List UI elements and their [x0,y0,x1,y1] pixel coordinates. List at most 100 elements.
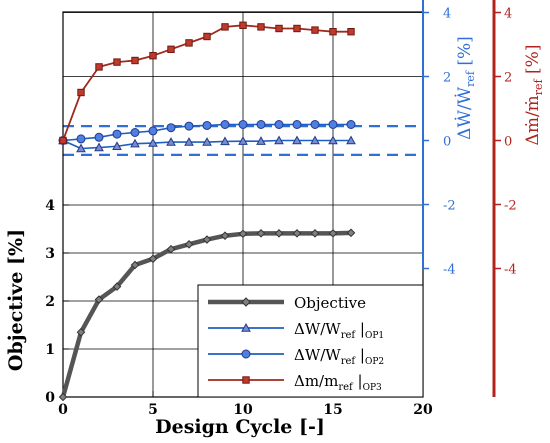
y-axis-label-objective: Objective [%] [5,229,27,371]
data-point-objective [184,240,194,249]
y-tick-label-objective: 2 [45,294,55,310]
data-point-op1 [94,142,104,152]
data-point-op2 [328,120,338,129]
work-axis-label: ΔẆ/Ẇref [%] [454,36,477,140]
data-point-op2 [184,121,194,131]
data-point-op1 [166,137,176,146]
data-point-op1 [130,138,140,148]
data-point-objective [202,235,212,244]
data-point-op3 [329,28,337,36]
data-point-op1 [148,138,158,147]
data-point-op3 [149,52,157,60]
data-point-objective [148,254,158,264]
data-point-op3 [293,24,301,33]
x-tick-label: 5 [148,402,158,418]
work-axis-tick-label: -4 [443,263,456,278]
data-point-op1 [256,136,266,145]
work-axis-tick-label: 2 [443,71,451,86]
data-point-op2 [112,129,122,139]
data-point-objective [112,282,122,291]
mass-axis-tick-label: 4 [504,7,512,22]
mass-axis-tick-label: -2 [504,199,517,214]
data-point-objective [130,260,140,270]
legend-swatch-marker-op3 [242,376,250,384]
legend-swatch-marker-op2 [241,349,251,359]
legend: Objective ΔW/Wref |OP1 ΔW/Wref |OP2 Δm/mref… [197,284,424,398]
data-point-op2 [256,120,266,129]
data-point-op1 [310,135,320,145]
data-point-op1 [76,143,86,153]
data-point-op2 [202,120,212,130]
data-point-op3 [131,56,139,65]
data-point-op2 [274,120,284,129]
data-point-op1 [202,137,212,146]
y-tick-label-objective: 4 [45,198,55,214]
data-point-op2 [292,120,302,129]
x-tick-label: 10 [233,402,253,418]
data-point-op3 [95,63,103,71]
series-layer [58,21,356,402]
data-point-op3 [239,21,247,30]
legend-label-op2: ΔW/Wref |OP2 [294,346,384,367]
data-point-op2 [148,126,158,136]
work-axis-tick-label: 0 [443,135,451,150]
y-tick-label-objective: 3 [45,246,55,262]
mass-axis-tick-label: 2 [504,71,512,86]
data-point-objective [346,228,356,238]
data-point-objective [274,229,284,238]
work-axis-tick-label: -2 [443,199,456,214]
y-tick-label-objective: 0 [45,390,55,406]
work-axis-tick-label: 4 [443,7,451,22]
data-point-op1 [184,137,194,146]
axis-labels: Design Cycle [-] Objective [%] [5,229,325,438]
data-point-op3 [113,58,121,66]
data-point-op3 [77,88,85,97]
y-tick-label-objective: 1 [45,342,55,358]
data-point-op1 [274,135,284,145]
mass-axis-label: Δṁ/ṁref [%] [523,45,545,146]
data-point-op3 [185,39,193,47]
mass-axis-tick-label: 0 [504,135,512,150]
data-point-op1 [346,135,356,145]
data-point-op1 [328,135,338,145]
legend-swatch-marker-op1 [241,322,251,332]
legend-label-op3: Δm/mref |OP3 [294,372,382,393]
data-point-objective [58,392,68,402]
data-point-op3 [59,136,67,145]
data-point-op1 [238,136,248,145]
data-point-op1 [112,141,122,150]
data-point-op2 [220,120,230,129]
data-point-op3 [257,23,265,31]
x-tick-label: 15 [323,402,342,418]
legend-swatch-marker-objective [241,297,251,307]
data-point-objective [256,229,266,238]
data-point-op3 [203,32,211,41]
mass-axis-tick-label: -4 [504,263,517,278]
data-point-op2 [346,120,356,129]
data-point-op3 [221,23,229,31]
data-point-op3 [275,24,283,33]
data-point-objective [220,231,230,241]
data-point-objective [310,229,320,238]
x-tick-label: 0 [58,402,68,418]
data-point-op3 [311,26,319,34]
data-point-op2 [238,120,248,129]
x-tick-label: 20 [413,402,433,418]
data-point-objective [238,229,248,239]
data-point-objective [166,244,176,254]
data-point-op2 [130,128,140,137]
data-point-op2 [166,123,176,133]
legend-label-objective: Objective [294,294,366,312]
data-point-op3 [347,28,355,36]
data-point-op3 [167,45,175,53]
data-point-op1 [220,136,230,146]
x-axis-label: Design Cycle [-] [155,416,325,438]
data-point-objective [328,229,338,238]
data-point-op2 [310,120,320,129]
data-point-op2 [94,132,104,142]
legend-label-op1: ΔW/Wref |OP1 [294,320,384,341]
data-point-objective [76,327,86,337]
data-point-op1 [292,135,302,145]
data-point-objective [94,295,104,304]
